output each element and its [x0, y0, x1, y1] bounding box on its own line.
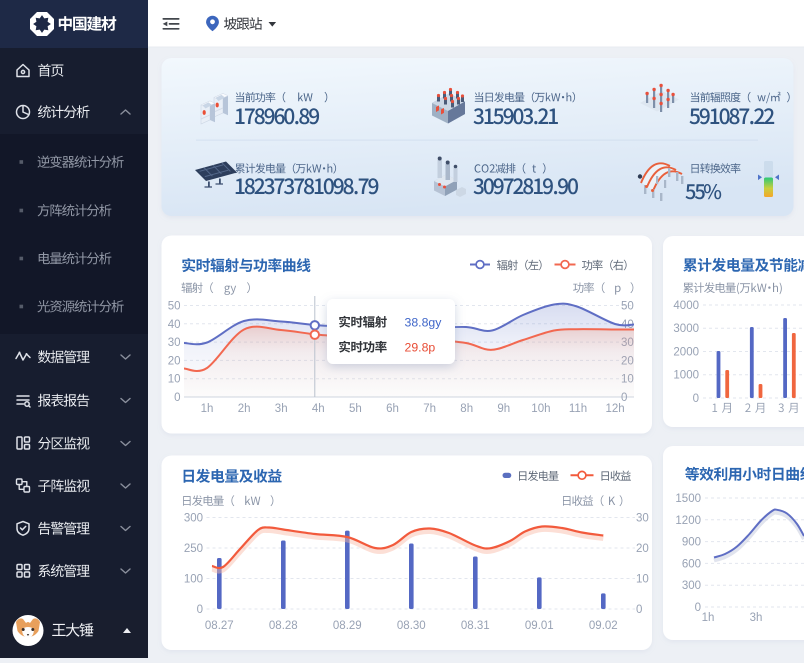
svg-text:38.8gy: 38.8gy — [405, 316, 443, 330]
svg-text:1500: 1500 — [675, 493, 701, 505]
svg-text:0: 0 — [636, 604, 642, 616]
svg-text:250: 250 — [184, 543, 203, 555]
svg-text:3000: 3000 — [673, 323, 699, 335]
svg-text:3h: 3h — [750, 612, 763, 624]
svg-text:20: 20 — [636, 543, 649, 555]
svg-text:1000: 1000 — [673, 370, 699, 382]
svg-text:0: 0 — [693, 393, 699, 405]
svg-text:100: 100 — [184, 574, 203, 586]
svg-text:0: 0 — [621, 392, 627, 404]
svg-text:29.8p: 29.8p — [405, 341, 436, 355]
svg-text:300: 300 — [184, 513, 203, 525]
svg-text:0: 0 — [695, 602, 701, 614]
svg-text:0: 0 — [197, 604, 203, 616]
svg-text:10: 10 — [636, 574, 649, 586]
svg-text:08.30: 08.30 — [397, 620, 426, 632]
svg-text:30: 30 — [168, 337, 181, 349]
svg-text:20: 20 — [168, 355, 181, 367]
svg-text:1h: 1h — [702, 612, 715, 624]
svg-text:3h: 3h — [275, 403, 288, 415]
svg-text:08.28: 08.28 — [269, 620, 298, 632]
svg-text:2000: 2000 — [673, 347, 699, 359]
svg-text:08.29: 08.29 — [333, 620, 362, 632]
svg-text:08.27: 08.27 — [205, 620, 234, 632]
svg-text:1h: 1h — [201, 403, 214, 415]
svg-text:1200: 1200 — [675, 515, 701, 527]
svg-text:4h: 4h — [312, 403, 325, 415]
svg-text:12h: 12h — [606, 403, 625, 415]
svg-text:40: 40 — [168, 319, 181, 331]
svg-text:50: 50 — [168, 301, 181, 313]
svg-text:5h: 5h — [349, 403, 362, 415]
svg-text:09.01: 09.01 — [525, 620, 554, 632]
svg-text:50: 50 — [621, 301, 634, 313]
svg-text:10h: 10h — [531, 403, 550, 415]
svg-text:09.02: 09.02 — [589, 620, 618, 632]
svg-text:9h: 9h — [497, 403, 510, 415]
svg-text:11h: 11h — [569, 403, 587, 415]
svg-text:4000: 4000 — [673, 300, 699, 312]
svg-text:08.31: 08.31 — [461, 620, 490, 632]
svg-text:7h: 7h — [423, 403, 436, 415]
svg-text:900: 900 — [682, 537, 701, 549]
svg-text:0: 0 — [174, 392, 180, 404]
svg-text:2h: 2h — [238, 403, 251, 415]
svg-text:10: 10 — [168, 374, 181, 386]
svg-text:8h: 8h — [460, 403, 473, 415]
svg-text:6h: 6h — [386, 403, 399, 415]
svg-text:30: 30 — [636, 513, 649, 525]
svg-text:600: 600 — [682, 558, 701, 570]
svg-text:300: 300 — [682, 580, 701, 592]
